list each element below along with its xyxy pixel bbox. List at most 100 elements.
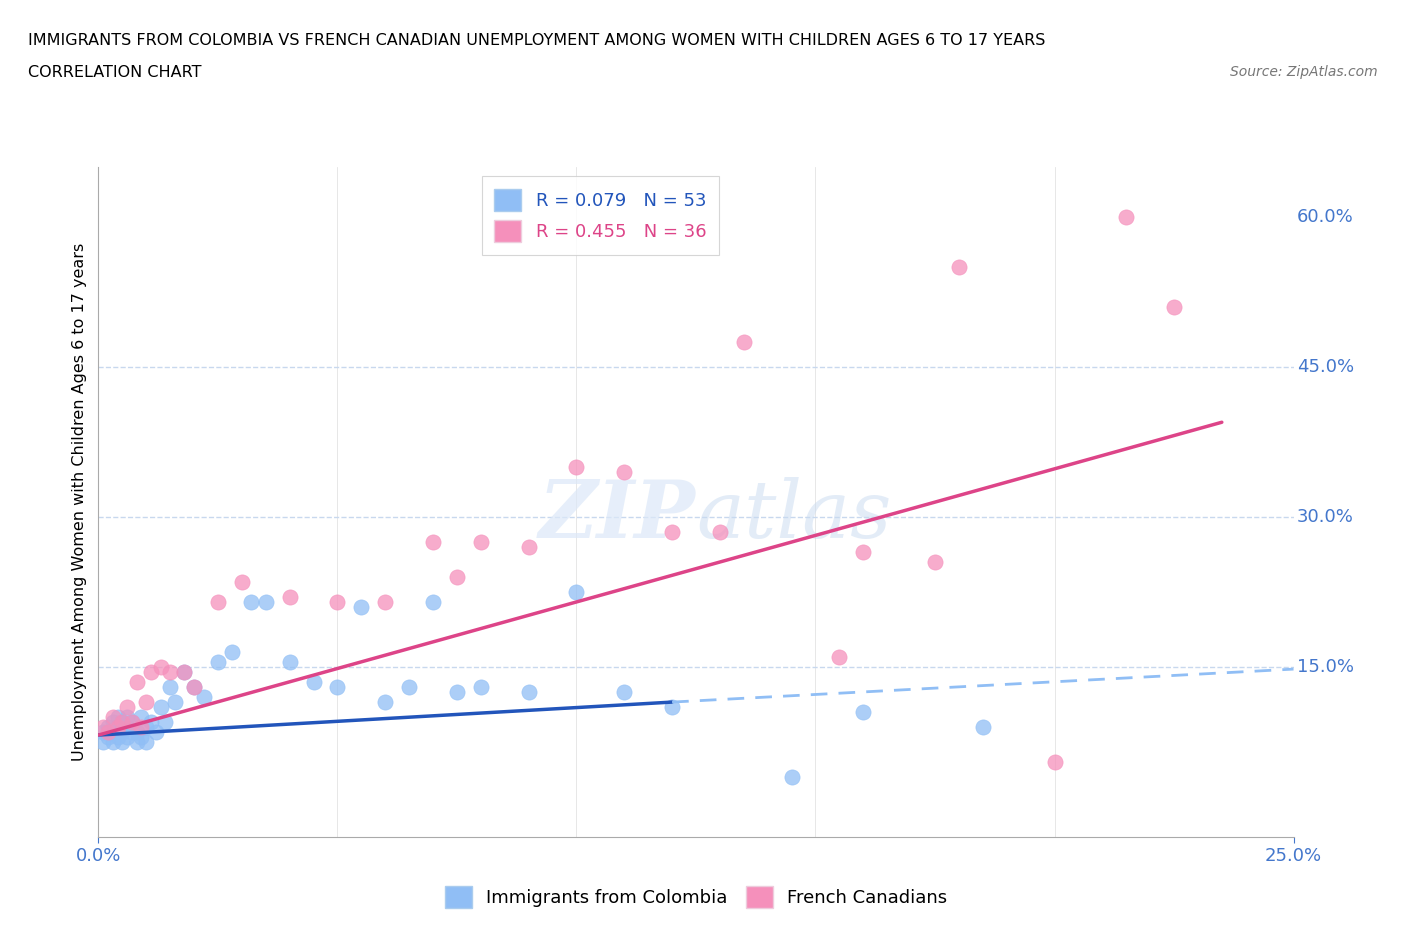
Point [565, 585, 588, 600]
Point [131, 720, 153, 735]
Point [135, 695, 157, 710]
Point [948, 259, 970, 274]
Point [101, 710, 124, 724]
Point [97, 720, 120, 735]
Point [107, 720, 129, 735]
Point [121, 724, 143, 739]
Text: 60.0%: 60.0% [1298, 208, 1354, 226]
Point [111, 735, 134, 750]
Point [780, 770, 803, 785]
Point [193, 690, 215, 705]
Point [97, 730, 120, 745]
Point [111, 714, 134, 729]
Point [139, 665, 162, 680]
Point [159, 680, 181, 695]
Point [107, 720, 129, 735]
Point [121, 714, 143, 729]
Point [231, 575, 253, 590]
Text: ZIP: ZIP [538, 477, 696, 554]
Point [972, 720, 994, 735]
Point [470, 535, 492, 550]
Point [422, 594, 444, 609]
Point [159, 665, 181, 680]
Point [135, 735, 157, 750]
Point [446, 570, 468, 585]
Point [155, 714, 177, 729]
Point [207, 655, 229, 670]
Point [254, 594, 277, 609]
Point [613, 684, 636, 699]
Legend: R = 0.079   N = 53, R = 0.455   N = 36: R = 0.079 N = 53, R = 0.455 N = 36 [482, 177, 718, 255]
Point [131, 730, 153, 745]
Point [173, 665, 195, 680]
Point [173, 665, 195, 680]
Point [661, 525, 683, 539]
Point [350, 600, 373, 615]
Point [101, 735, 124, 750]
Point [470, 680, 492, 695]
Point [149, 659, 172, 674]
Text: Source: ZipAtlas.com: Source: ZipAtlas.com [1230, 65, 1378, 79]
Point [565, 459, 588, 474]
Point [131, 710, 153, 724]
Point [374, 594, 396, 609]
Point [326, 680, 349, 695]
Point [139, 714, 162, 729]
Point [207, 594, 229, 609]
Point [517, 684, 540, 699]
Point [91, 720, 114, 735]
Point [115, 730, 138, 745]
Point [398, 680, 420, 695]
Point [302, 674, 325, 689]
Point [924, 554, 946, 569]
Point [115, 699, 138, 714]
Point [374, 695, 396, 710]
Point [446, 684, 468, 699]
Point [91, 724, 114, 739]
Point [145, 724, 167, 739]
Text: 15.0%: 15.0% [1298, 658, 1354, 676]
Point [125, 735, 148, 750]
Y-axis label: Unemployment Among Women with Children Ages 6 to 17 years: Unemployment Among Women with Children A… [72, 243, 87, 762]
Point [613, 465, 636, 480]
Point [852, 705, 875, 720]
Point [115, 720, 138, 735]
Point [135, 720, 157, 735]
Point [101, 724, 124, 739]
Point [107, 730, 129, 745]
Text: 30.0%: 30.0% [1298, 508, 1354, 526]
Point [1043, 754, 1066, 769]
Point [517, 539, 540, 554]
Text: CORRELATION CHART: CORRELATION CHART [28, 65, 201, 80]
Point [326, 594, 349, 609]
Point [125, 724, 148, 739]
Point [111, 714, 134, 729]
Point [91, 735, 114, 750]
Text: IMMIGRANTS FROM COLOMBIA VS FRENCH CANADIAN UNEMPLOYMENT AMONG WOMEN WITH CHILDR: IMMIGRANTS FROM COLOMBIA VS FRENCH CANAD… [28, 33, 1046, 47]
Point [1115, 210, 1137, 225]
Point [183, 680, 205, 695]
Point [278, 655, 301, 670]
Point [709, 525, 731, 539]
Text: 45.0%: 45.0% [1298, 358, 1354, 377]
Point [107, 710, 129, 724]
Point [422, 535, 444, 550]
Point [163, 695, 186, 710]
Point [828, 650, 851, 665]
Text: atlas: atlas [696, 477, 891, 554]
Point [661, 699, 683, 714]
Point [121, 714, 143, 729]
Point [183, 680, 205, 695]
Point [733, 335, 755, 350]
Point [111, 724, 134, 739]
Point [101, 714, 124, 729]
Point [97, 724, 120, 739]
Point [125, 674, 148, 689]
Point [852, 545, 875, 560]
Point [240, 594, 263, 609]
Point [221, 644, 243, 659]
Point [115, 710, 138, 724]
Point [1163, 299, 1185, 314]
Point [149, 699, 172, 714]
Point [278, 590, 301, 604]
